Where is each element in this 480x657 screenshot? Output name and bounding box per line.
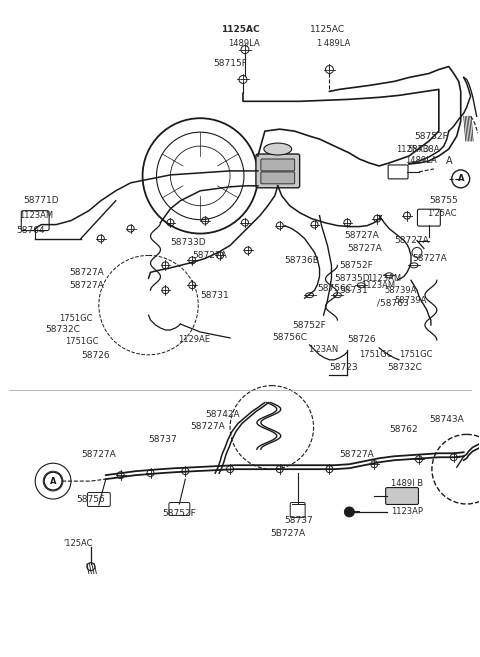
FancyBboxPatch shape (261, 159, 295, 171)
Text: 1 489LA: 1 489LA (316, 39, 350, 48)
Text: 1489I B: 1489I B (391, 478, 423, 487)
Text: 58727A: 58727A (190, 422, 225, 431)
Text: 58723: 58723 (329, 363, 358, 373)
Text: 58727A: 58727A (69, 281, 104, 290)
Text: 58731: 58731 (339, 286, 368, 295)
Text: 58732C: 58732C (45, 325, 80, 334)
Text: 58727A: 58727A (412, 254, 447, 263)
Text: 1751GC: 1751GC (59, 313, 93, 323)
Text: 58735D: 58735D (335, 274, 370, 283)
Text: 58726: 58726 (81, 351, 109, 360)
Text: 58743A: 58743A (429, 415, 464, 424)
Text: 58727A: 58727A (69, 268, 104, 277)
Text: 58764: 58764 (16, 226, 45, 235)
Text: 1125AC: 1125AC (310, 25, 345, 34)
Text: 1123AM: 1123AM (19, 211, 53, 220)
Text: 5B727A: 5B727A (270, 530, 305, 538)
Text: 1129AE: 1129AE (179, 336, 210, 344)
Text: 58737: 58737 (148, 435, 177, 444)
Text: 1'25AC: 1'25AC (427, 209, 456, 218)
Text: 58715F: 58715F (213, 59, 247, 68)
Text: 58737: 58737 (285, 516, 313, 526)
Text: '125AC: '125AC (63, 539, 93, 548)
Ellipse shape (264, 143, 292, 155)
Text: 1123AM: 1123AM (367, 274, 401, 283)
Text: 1125AD: 1125AD (396, 145, 429, 154)
Text: 58727A: 58727A (339, 450, 374, 459)
Text: A: A (457, 174, 464, 183)
Text: 1'23AN: 1'23AN (308, 346, 338, 354)
Text: 58739A: 58739A (394, 296, 426, 305)
Text: 58752F: 58752F (339, 261, 373, 270)
FancyBboxPatch shape (385, 487, 419, 505)
Text: 58752F: 58752F (162, 509, 196, 518)
Text: 58736B: 58736B (285, 256, 320, 265)
Text: 58727A: 58727A (81, 450, 116, 459)
Text: 1489LA: 1489LA (228, 39, 260, 48)
Text: 58727A: 58727A (394, 236, 429, 245)
Text: 58739A: 58739A (384, 286, 417, 295)
Text: 58727A: 58727A (348, 244, 382, 253)
Text: 58755: 58755 (429, 196, 457, 205)
Text: 1123AP: 1123AP (391, 507, 423, 516)
Text: 1751GC: 1751GC (360, 350, 393, 359)
Text: A: A (445, 156, 452, 166)
Text: 58742A: 58742A (205, 410, 240, 419)
FancyBboxPatch shape (256, 154, 300, 188)
Text: 58738A: 58738A (407, 145, 440, 154)
Text: 58733D: 58733D (170, 238, 206, 247)
Text: 58726: 58726 (348, 336, 376, 344)
Text: /58763: /58763 (377, 299, 409, 307)
Text: 58756C: 58756C (272, 334, 307, 342)
Text: 1125AC: 1125AC (221, 25, 260, 34)
Text: 1123AM: 1123AM (361, 281, 396, 290)
Text: A: A (50, 476, 56, 486)
Text: 58752F: 58752F (293, 321, 326, 330)
Text: 58771D: 58771D (23, 196, 59, 205)
Text: 1489LA: 1489LA (405, 156, 437, 166)
Text: 1751GC: 1751GC (399, 350, 432, 359)
Text: 58756C: 58756C (318, 284, 352, 293)
Text: 58731: 58731 (200, 290, 229, 300)
FancyBboxPatch shape (261, 172, 295, 184)
Text: 58727A: 58727A (192, 251, 227, 260)
Circle shape (344, 507, 354, 517)
Text: 1751GC: 1751GC (65, 338, 98, 346)
Text: 58727A: 58727A (344, 231, 379, 240)
Text: 58756: 58756 (76, 495, 105, 503)
Text: 58732C: 58732C (387, 363, 422, 373)
Text: 58752F: 58752F (414, 131, 448, 141)
Text: 58762: 58762 (389, 425, 418, 434)
